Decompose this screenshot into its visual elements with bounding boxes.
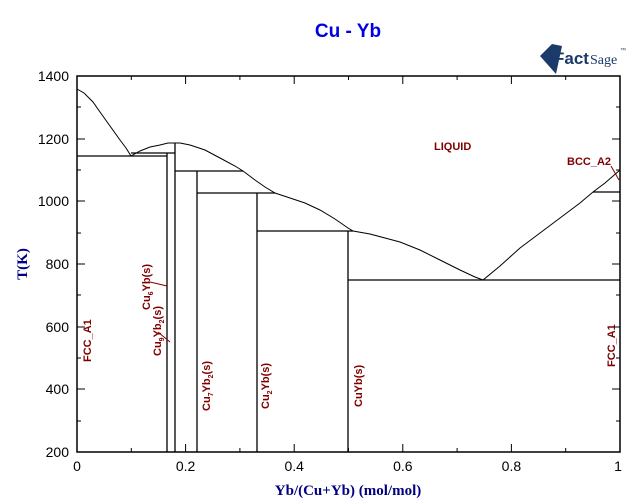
- logo-mark-icon: [540, 44, 562, 74]
- y-tick-labels: 1400 1200 1000 800 600 400 200: [38, 68, 69, 460]
- factsage-logo: Fact Sage ™: [540, 44, 626, 74]
- x-tick-label: 0.6: [393, 458, 413, 474]
- x-tick-label: 0.2: [176, 458, 196, 474]
- x-tick-label: 0.4: [284, 458, 304, 474]
- compound-lines: [166, 143, 349, 452]
- x-tick-label: 0.8: [502, 458, 522, 474]
- y-tick-label: 1200: [38, 131, 69, 147]
- phase-label-cuyb: CuYb(s): [353, 365, 365, 408]
- logo-text-bold: Fact: [554, 49, 589, 68]
- phase-label-cu6yb: Cu6Yb(s): [141, 264, 155, 310]
- invariant-lines: [77, 152, 620, 281]
- y-tick-label: 1400: [38, 68, 69, 84]
- logo-text-regular: Sage: [590, 53, 617, 68]
- y-tick-label: 600: [46, 319, 70, 335]
- phase-label-fcc-a1-right: FCC_A1: [606, 324, 618, 367]
- y-tick-label: 400: [46, 381, 70, 397]
- y-tick-label: 1000: [38, 193, 69, 209]
- phase-label-cu7yb2: Cu7Yb2(s): [201, 361, 215, 411]
- phase-label-liquid: LIQUID: [434, 141, 471, 153]
- label-leaders: [149, 165, 620, 343]
- y-tick-label: 200: [46, 444, 70, 460]
- y-axis-label: T(K): [15, 248, 31, 280]
- chart-title: Cu - Yb: [315, 21, 381, 42]
- logo-tm: ™: [620, 47, 626, 54]
- phase-label-bcc-a2: BCC_A2: [567, 156, 611, 168]
- x-axis-label: Yb/(Cu+Yb) (mol/mol): [275, 483, 421, 499]
- phase-label-cu9yb2: Cu9Yb2(s): [152, 306, 166, 356]
- x-tick-label: 1: [614, 458, 622, 474]
- phase-label-cu2yb: Cu2Yb(s): [260, 363, 274, 409]
- y-tick-label: 800: [46, 256, 70, 272]
- x-tick-labels: 0 0.2 0.4 0.6 0.8 1: [73, 458, 622, 474]
- phase-label-fcc-a1-left: FCC_A1: [82, 319, 94, 362]
- x-tick-label: 0: [73, 458, 81, 474]
